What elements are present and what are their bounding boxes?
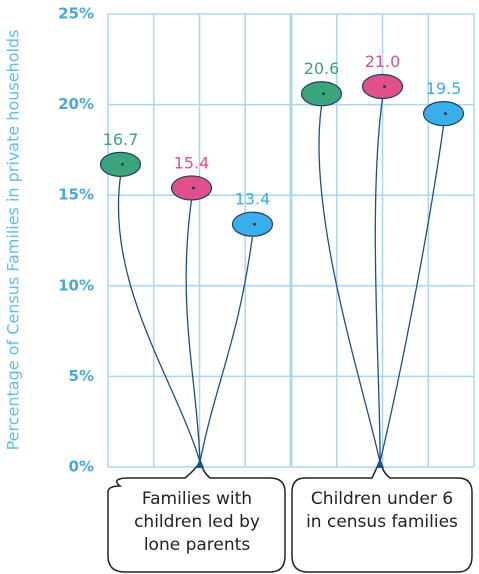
balloon-string [319,106,380,462]
balloon-dot [444,112,447,115]
value-label: 16.7 [103,130,139,149]
balloon [363,74,403,98]
balloon [172,176,212,200]
balloon-dot [383,85,386,88]
balloon [233,212,273,236]
balloon-string [375,98,382,462]
balloon [101,152,141,176]
balloon-dot [121,163,124,166]
page: Percentage of Census Families in private… [0,0,479,574]
y-tick-label: 0% [69,458,94,476]
y-tick-label: 10% [58,276,94,294]
balloon-dot [322,92,325,95]
category-label: Families with children led by lone paren… [116,488,278,557]
balloon-dot [192,186,195,189]
knot [196,458,204,468]
y-axis-label: Percentage of Census Families in private… [4,30,23,451]
balloon-string [186,200,200,462]
value-label: 15.4 [174,153,210,172]
value-label: 19.5 [426,79,462,98]
balloon-string [380,126,444,462]
y-tick-label: 15% [58,186,94,204]
y-tick-label: 5% [69,367,94,385]
category-label: Children under 6 in census families [304,488,460,534]
value-label: 13.4 [235,190,271,209]
balloon [424,102,464,126]
balloon [302,82,342,106]
value-label: 21.0 [365,52,401,71]
value-label: 20.6 [304,59,340,78]
balloon-dot [253,223,256,226]
y-tick-label: 25% [58,5,94,23]
y-tick-label: 20% [58,95,94,113]
